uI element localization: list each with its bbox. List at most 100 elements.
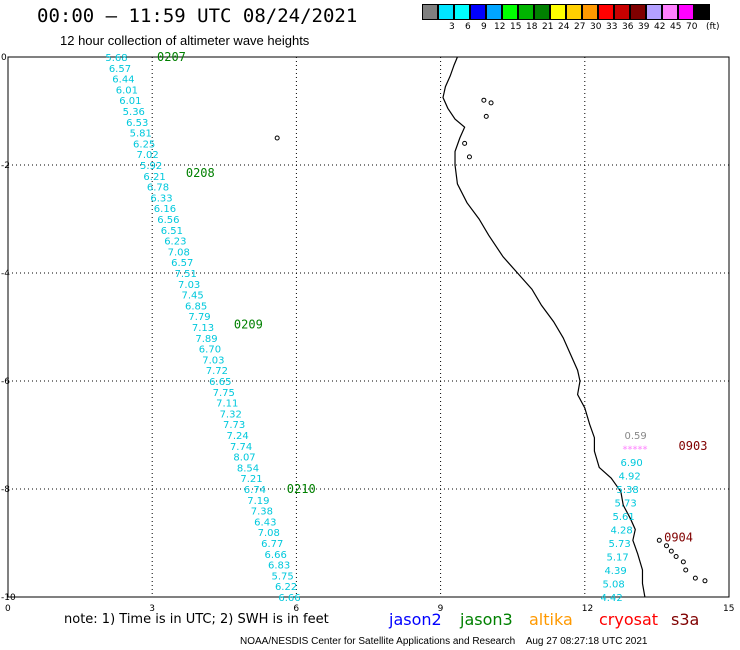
wave-height-value: 7.03: [178, 280, 200, 291]
wave-height-color-scale: 3 6 9 12 15 18 21 24 27 30 33 36 39 42 45 70 (ft): [422, 4, 732, 36]
island: [462, 140, 468, 146]
wave-height-value: 7.24: [226, 431, 248, 442]
wave-height-value: 5.36: [123, 107, 145, 118]
scale-swatch: [662, 4, 678, 20]
wave-height-value: 7.32: [220, 409, 242, 420]
scale-label: 21: [542, 22, 554, 32]
pass-label: 0207: [157, 50, 186, 64]
scale-swatch: [486, 4, 502, 20]
wave-height-value: 6.23: [164, 237, 186, 248]
wave-height-value: 6.70: [199, 345, 221, 356]
wave-height-value: 6.57: [171, 258, 193, 269]
scale-swatch: [518, 4, 534, 20]
chart-subtitle: 12 hour collection of altimeter wave hei…: [60, 33, 310, 48]
satellite-cryosat: cryosat: [599, 610, 659, 629]
scale-label: 18: [526, 22, 538, 32]
map-frame: [7, 56, 730, 598]
x-tick-label: 6: [293, 604, 299, 614]
wave-height-value: 8.07: [233, 453, 255, 464]
x-tick-label: 15: [723, 604, 734, 614]
wave-height-value: 4.39: [604, 566, 626, 577]
island: [702, 578, 708, 584]
wave-height-value: 7.51: [175, 269, 197, 280]
x-tick-label: 9: [438, 604, 444, 614]
wave-height-value: 6.21: [143, 172, 165, 183]
scale-label: 3: [449, 22, 455, 32]
wave-height-value: 7.21: [240, 474, 262, 485]
y-tick-label: -2: [1, 161, 10, 171]
credit-line: NOAA/NESDIS Center for Satellite Applica…: [240, 636, 648, 647]
wave-height-value: 6.53: [126, 118, 148, 129]
scale-swatch: [582, 4, 598, 20]
wave-height-value: 7.72: [206, 366, 228, 377]
wave-height-value: 5.73: [608, 539, 630, 550]
island: [664, 543, 670, 549]
wave-height-value: 7.73: [223, 420, 245, 431]
scale-swatch: [550, 4, 566, 20]
scale-swatch: [470, 4, 486, 20]
y-tick-label: -8: [1, 485, 10, 495]
wave-height-value: 5.38: [616, 485, 638, 496]
scale-label: 39: [638, 22, 650, 32]
wave-height-value: 5.73: [614, 499, 636, 510]
wave-height-value: 5.17: [606, 553, 628, 564]
scale-label: 27: [574, 22, 586, 32]
wave-height-value: 6.33: [150, 193, 172, 204]
island: [483, 113, 489, 119]
island: [668, 548, 674, 554]
scale-swatch: [614, 4, 630, 20]
wave-height-value: 7.79: [188, 312, 210, 323]
scale-swatch: [630, 4, 646, 20]
wave-height-value: 6.25: [133, 139, 155, 150]
wave-height-value: 7.45: [181, 291, 203, 302]
island: [692, 575, 698, 581]
scale-swatch: [422, 4, 438, 20]
scale-label: 70: [686, 22, 698, 32]
scale-label: 33: [606, 22, 618, 32]
scale-swatch: [678, 4, 694, 20]
wave-height-value: 8.54: [237, 463, 259, 474]
coastline: [442, 56, 646, 598]
wave-height-value: 6.16: [154, 204, 176, 215]
scale-label: 6: [465, 22, 471, 32]
scale-label: 30: [590, 22, 602, 32]
scale-label: 45: [670, 22, 682, 32]
island: [488, 100, 494, 106]
pass-label: 0210: [287, 482, 316, 496]
wave-height-value: 7.08: [168, 247, 190, 258]
wave-height-value: 7.03: [202, 355, 224, 366]
x-tick-label: 0: [5, 604, 11, 614]
wave-height-value: 6.57: [109, 64, 131, 75]
wave-height-value: 5.08: [602, 580, 624, 591]
wave-height-value: 6.78: [147, 183, 169, 194]
y-tick-label: -4: [1, 269, 10, 279]
wave-height-value: 6.66: [265, 550, 287, 561]
wave-height-value: 7.74: [230, 442, 252, 453]
wave-height-value: 6.51: [161, 226, 183, 237]
wave-height-value: 6.83: [268, 561, 290, 572]
island: [673, 554, 679, 559]
pass-label: 0904: [664, 531, 693, 545]
wave-height-value: 6.01: [116, 85, 138, 96]
wave-height-value: 7.38: [251, 507, 273, 518]
scale-label: 9: [481, 22, 487, 32]
chart-title: 00:00 — 11:59 UTC 08/24/2021: [37, 5, 358, 27]
wave-height-value: 6.66: [278, 593, 300, 604]
island: [656, 537, 662, 543]
y-tick-label: -6: [1, 377, 10, 387]
wave-height-value: 6.65: [209, 377, 231, 388]
scale-swatch: [694, 4, 710, 20]
scale-label: 12: [494, 22, 506, 32]
scale-swatch: [454, 4, 470, 20]
wave-height-value: 6.74: [244, 485, 266, 496]
satellite-altika: altika: [529, 610, 573, 629]
island: [466, 154, 472, 160]
wave-height-value: 6.44: [112, 75, 134, 86]
wave-height-value: 4.92: [618, 472, 640, 483]
wave-height-value: 6.77: [261, 539, 283, 550]
footer-note: note: 1) Time is in UTC; 2) SWH is in fe…: [64, 612, 329, 627]
wave-height-value: 0.59: [624, 431, 646, 442]
y-tick-label: 0: [1, 53, 7, 63]
wave-height-value: 5.68: [105, 53, 127, 64]
